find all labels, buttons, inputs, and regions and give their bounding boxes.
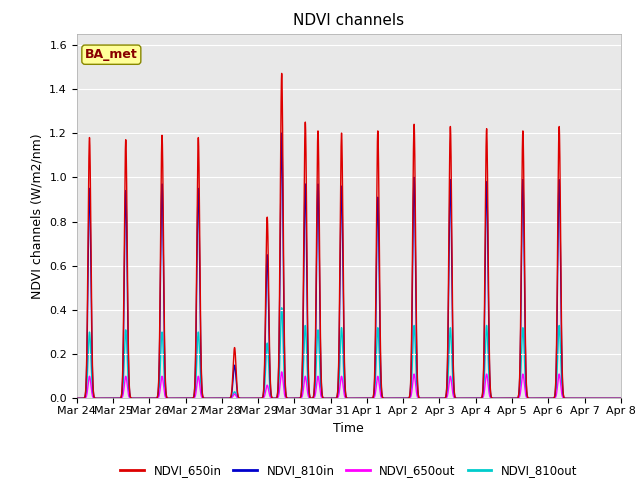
NDVI_650out: [100, 396, 108, 401]
NDVI_810out: [419, 396, 426, 401]
X-axis label: Time: Time: [333, 421, 364, 434]
NDVI_810in: [278, 130, 285, 136]
Line: NDVI_810in: NDVI_810in: [77, 133, 621, 398]
NDVI_650in: [270, 396, 278, 401]
NDVI_650out: [270, 396, 278, 401]
NDVI_650in: [73, 396, 81, 401]
NDVI_650in: [419, 396, 426, 401]
Text: BA_met: BA_met: [85, 48, 138, 61]
NDVI_810in: [395, 396, 403, 401]
NDVI_810in: [419, 396, 426, 401]
NDVI_650in: [100, 396, 108, 401]
NDVI_650out: [73, 396, 81, 401]
NDVI_810out: [617, 396, 625, 401]
NDVI_810out: [611, 396, 619, 401]
NDVI_810in: [73, 396, 81, 401]
Legend: NDVI_650in, NDVI_810in, NDVI_650out, NDVI_810out: NDVI_650in, NDVI_810in, NDVI_650out, NDV…: [116, 459, 582, 480]
NDVI_650in: [476, 396, 484, 401]
Line: NDVI_650in: NDVI_650in: [77, 73, 621, 398]
NDVI_650out: [395, 396, 403, 401]
NDVI_650in: [278, 71, 285, 76]
NDVI_650in: [617, 396, 625, 401]
NDVI_810out: [73, 396, 81, 401]
NDVI_810out: [476, 396, 484, 401]
Y-axis label: NDVI channels (W/m2/nm): NDVI channels (W/m2/nm): [31, 133, 44, 299]
NDVI_810out: [506, 396, 513, 401]
NDVI_810in: [476, 396, 484, 401]
NDVI_650out: [506, 396, 513, 401]
NDVI_810in: [611, 396, 619, 401]
NDVI_650out: [611, 396, 619, 401]
NDVI_650out: [278, 369, 285, 375]
NDVI_650out: [617, 396, 625, 401]
NDVI_810out: [100, 396, 108, 401]
NDVI_810out: [270, 396, 278, 401]
Line: NDVI_650out: NDVI_650out: [77, 372, 621, 398]
NDVI_810in: [617, 396, 625, 401]
NDVI_650in: [395, 396, 403, 401]
NDVI_810in: [270, 396, 278, 401]
NDVI_650out: [419, 396, 426, 401]
NDVI_650in: [611, 396, 619, 401]
NDVI_810out: [395, 396, 403, 401]
Line: NDVI_810out: NDVI_810out: [77, 308, 621, 398]
NDVI_810in: [506, 396, 513, 401]
NDVI_650out: [476, 396, 484, 401]
Title: NDVI channels: NDVI channels: [293, 13, 404, 28]
NDVI_650in: [506, 396, 513, 401]
NDVI_810out: [278, 305, 285, 311]
NDVI_810in: [100, 396, 108, 401]
